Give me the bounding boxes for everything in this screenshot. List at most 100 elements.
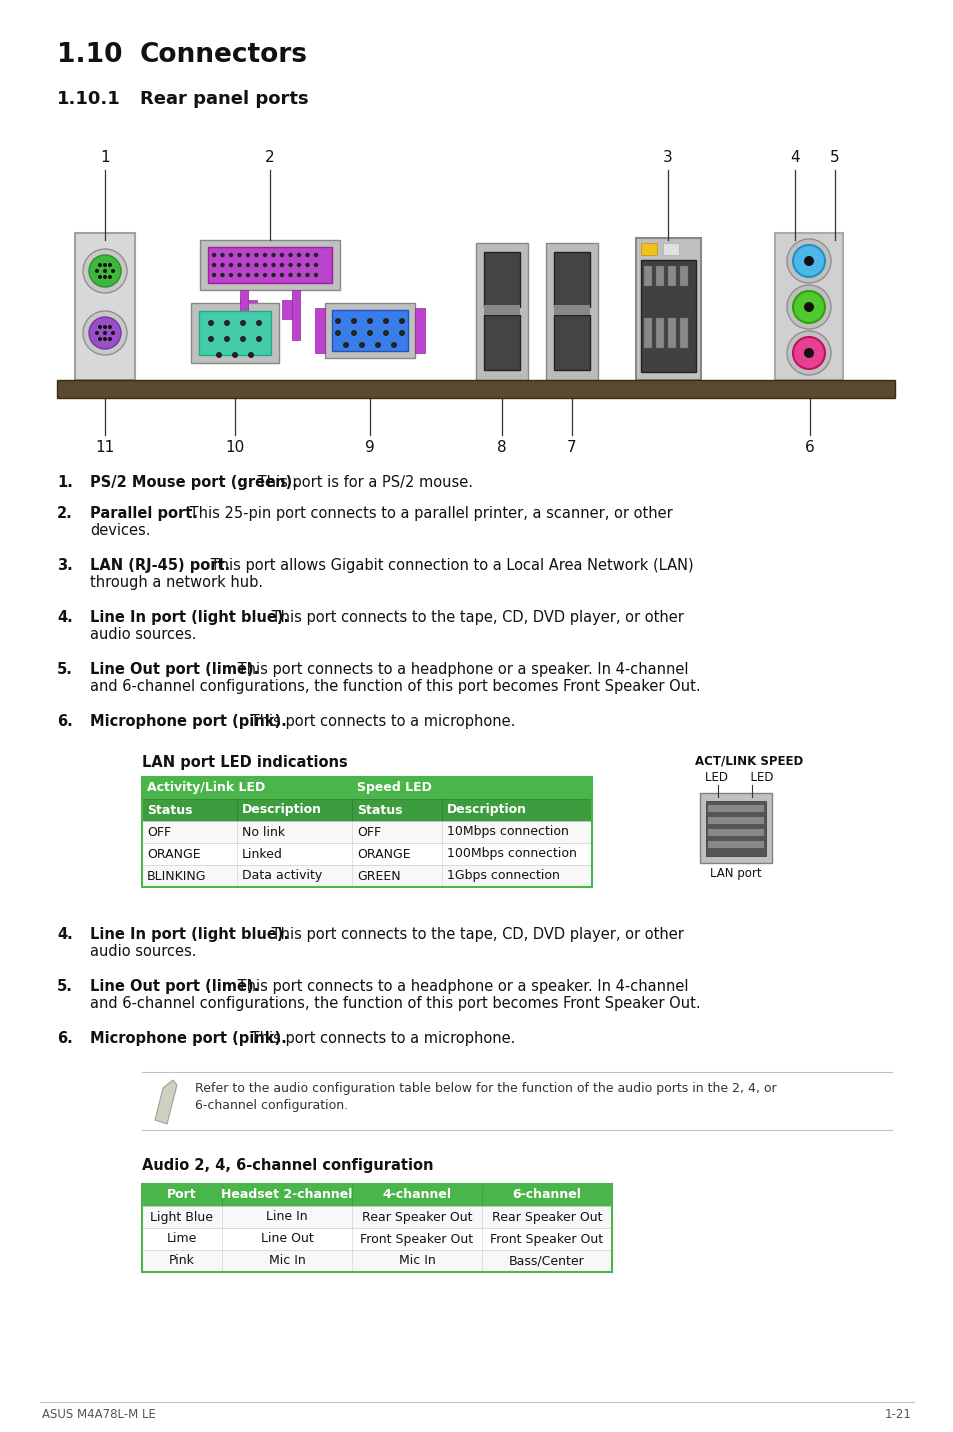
Text: Front Speaker Out: Front Speaker Out xyxy=(360,1233,473,1246)
Circle shape xyxy=(271,263,275,268)
Text: This port connects to the tape, CD, DVD player, or other: This port connects to the tape, CD, DVD … xyxy=(267,610,683,624)
Text: 100Mbps connection: 100Mbps connection xyxy=(447,848,577,861)
Circle shape xyxy=(103,263,107,266)
Circle shape xyxy=(83,311,127,355)
Text: Line Out: Line Out xyxy=(260,1233,313,1246)
Bar xyxy=(636,238,700,379)
Circle shape xyxy=(803,256,813,266)
Text: LAN port LED indications: LAN port LED indications xyxy=(142,755,348,770)
Circle shape xyxy=(212,253,216,258)
Circle shape xyxy=(305,253,310,258)
Text: 1.10.1: 1.10.1 xyxy=(57,90,121,107)
Text: Data activity: Data activity xyxy=(242,869,322,882)
Bar xyxy=(142,865,592,886)
Text: Microphone port (pink).: Microphone port (pink). xyxy=(90,715,287,729)
Circle shape xyxy=(305,263,310,268)
Text: Microphone port (pink).: Microphone port (pink). xyxy=(90,1031,287,1045)
Bar xyxy=(554,315,589,369)
Circle shape xyxy=(288,274,293,278)
Bar xyxy=(483,315,519,369)
Circle shape xyxy=(229,253,233,258)
Bar xyxy=(679,266,687,286)
Text: Description: Description xyxy=(447,803,526,816)
Circle shape xyxy=(111,269,115,274)
Text: No link: No link xyxy=(242,825,285,839)
Text: 6.: 6. xyxy=(57,1031,72,1045)
Text: Rear Speaker Out: Rear Speaker Out xyxy=(361,1210,472,1223)
Text: audio sources.: audio sources. xyxy=(90,944,196,959)
Text: Line Out port (lime).: Line Out port (lime). xyxy=(90,662,259,677)
Circle shape xyxy=(108,275,112,279)
Bar xyxy=(662,243,679,255)
Circle shape xyxy=(229,274,233,278)
Circle shape xyxy=(288,253,293,258)
Circle shape xyxy=(335,329,340,337)
Bar xyxy=(57,379,894,398)
Circle shape xyxy=(208,337,213,342)
Circle shape xyxy=(240,337,246,342)
Circle shape xyxy=(246,253,250,258)
Text: 2: 2 xyxy=(265,150,274,165)
Text: Status: Status xyxy=(356,803,402,816)
Circle shape xyxy=(382,329,389,337)
Circle shape xyxy=(83,249,127,294)
Circle shape xyxy=(98,275,102,279)
Text: This port connects to a headphone or a speaker. In 4-channel: This port connects to a headphone or a s… xyxy=(233,662,687,677)
Circle shape xyxy=(108,263,112,266)
Bar xyxy=(679,318,687,348)
Text: Pink: Pink xyxy=(169,1254,194,1267)
Circle shape xyxy=(279,253,284,258)
Bar xyxy=(142,1229,612,1250)
Bar xyxy=(554,305,589,315)
Bar xyxy=(282,299,299,319)
Bar xyxy=(142,1206,612,1229)
Text: 2.: 2. xyxy=(57,505,72,521)
Text: 5: 5 xyxy=(829,150,839,165)
Circle shape xyxy=(786,331,830,375)
Text: ORANGE: ORANGE xyxy=(356,848,410,861)
Text: Connectors: Connectors xyxy=(140,42,308,67)
Circle shape xyxy=(262,263,267,268)
Text: 5.: 5. xyxy=(57,662,72,677)
Circle shape xyxy=(271,274,275,278)
Text: 9: 9 xyxy=(365,440,375,455)
Text: 1.: 1. xyxy=(57,475,72,490)
Text: This port connects to the tape, CD, DVD player, or other: This port connects to the tape, CD, DVD … xyxy=(267,927,683,942)
Text: Line Out port (lime).: Line Out port (lime). xyxy=(90,979,259,994)
Circle shape xyxy=(103,337,107,341)
Circle shape xyxy=(212,274,216,278)
Text: 6.: 6. xyxy=(57,715,72,729)
Text: Audio 2, 4, 6-channel configuration: Audio 2, 4, 6-channel configuration xyxy=(142,1158,433,1173)
Text: and 6-channel configurations, the function of this port becomes Front Speaker Ou: and 6-channel configurations, the functi… xyxy=(90,997,700,1011)
Text: through a network hub.: through a network hub. xyxy=(90,576,263,590)
Circle shape xyxy=(237,253,241,258)
Text: 6: 6 xyxy=(804,440,814,455)
Bar xyxy=(476,243,527,379)
Circle shape xyxy=(254,253,258,258)
Bar xyxy=(707,841,763,848)
Bar xyxy=(667,318,676,348)
Text: 1Gbps connection: 1Gbps connection xyxy=(447,869,559,882)
Text: Line In port (light blue).: Line In port (light blue). xyxy=(90,610,289,624)
Text: OFF: OFF xyxy=(147,825,171,839)
Circle shape xyxy=(391,342,396,348)
Circle shape xyxy=(314,274,318,278)
Bar xyxy=(75,233,135,379)
Circle shape xyxy=(262,253,267,258)
Circle shape xyxy=(208,319,213,326)
Bar xyxy=(199,311,271,355)
Circle shape xyxy=(279,263,284,268)
Text: 11: 11 xyxy=(95,440,114,455)
Circle shape xyxy=(89,255,121,286)
Circle shape xyxy=(103,269,107,274)
Text: 4.: 4. xyxy=(57,927,72,942)
Polygon shape xyxy=(154,1080,177,1124)
Circle shape xyxy=(103,331,107,335)
Circle shape xyxy=(237,263,241,268)
Text: OFF: OFF xyxy=(356,825,381,839)
Text: audio sources.: audio sources. xyxy=(90,627,196,642)
Text: 10: 10 xyxy=(225,440,244,455)
Circle shape xyxy=(288,263,293,268)
Circle shape xyxy=(255,337,262,342)
Text: 1-21: 1-21 xyxy=(884,1408,911,1421)
